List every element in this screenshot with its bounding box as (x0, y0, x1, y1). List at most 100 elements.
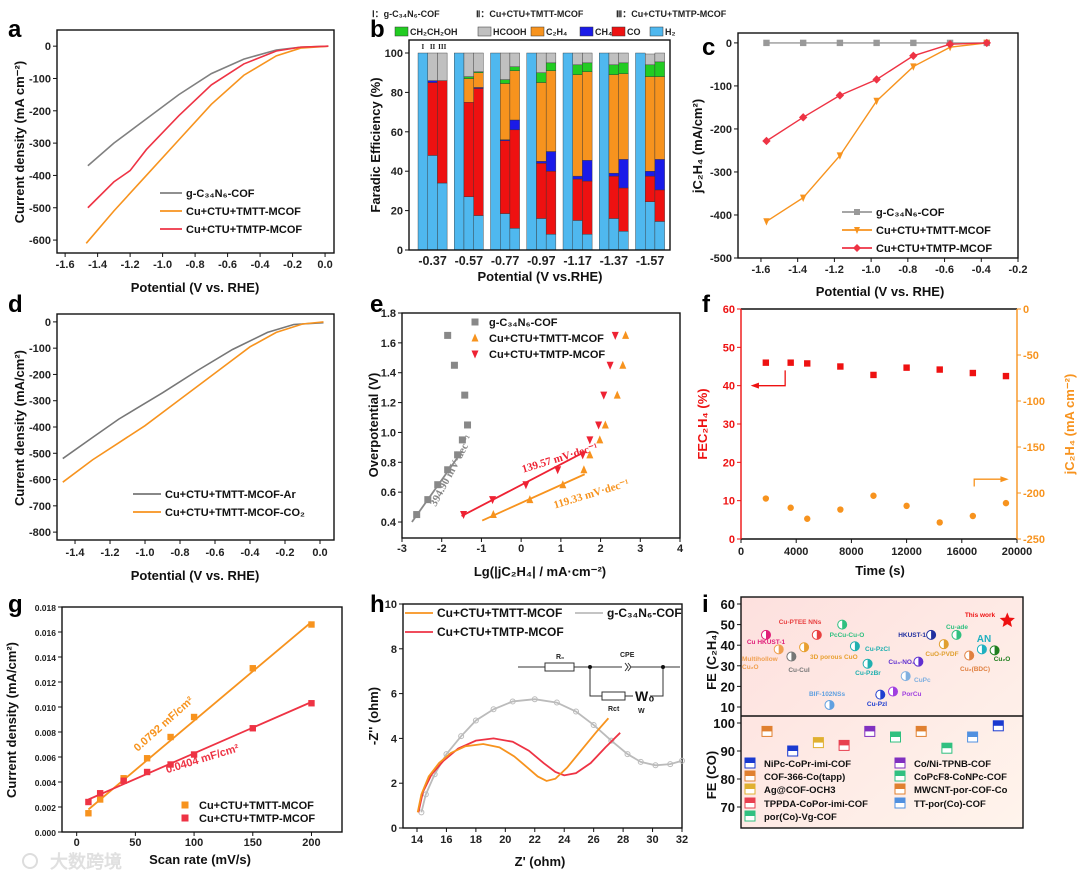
data-point-half (778, 644, 784, 654)
point-label: Cu-PzCl (865, 646, 890, 653)
legend-label: Ag@COF-OCH3 (764, 785, 836, 796)
point-label: Cu₃-NO₃ (888, 659, 915, 666)
y-tick-label: 40 (723, 381, 735, 393)
y-tick-label: -200 (29, 369, 51, 381)
bar-segment (509, 129, 520, 229)
bar-segment (572, 220, 583, 251)
y-tick-label: -200 (1023, 488, 1045, 500)
data-point (982, 38, 991, 48)
bar-segment (545, 151, 557, 172)
y-axis-title: Current density (mA/cm²) (12, 350, 27, 506)
x-tick-label: 0.0 (317, 259, 332, 271)
bar-segment (608, 175, 619, 219)
legend-label: Cu+CTU+TMTP-MCOF (199, 813, 315, 825)
group-legend-label: Ⅲ：Cu+CTU+TMTP-MCOF (616, 9, 727, 19)
bar-segment (582, 62, 593, 72)
legend-label: Cu+CTU+TMTP-MCOF (489, 349, 605, 361)
x-tick-label: -2 (437, 543, 447, 555)
bar-segment (500, 79, 511, 84)
x-tick-label: -0.2 (1009, 264, 1028, 276)
y-tick-label: -300 (29, 396, 51, 408)
bar-segment (473, 72, 484, 88)
legend-marker-fill (864, 726, 875, 732)
y-tick-label: 80 (721, 772, 735, 787)
legend-marker-fill (745, 771, 755, 776)
left-axis-arrow-icon (753, 370, 786, 387)
x-tick-label: -1.4 (788, 264, 808, 276)
x-tick-label: 8000 (839, 546, 863, 558)
bar-segment (545, 62, 557, 71)
x-tick-label: 16 (440, 834, 452, 846)
y-tick-label: 0.012 (35, 678, 57, 688)
bar-segment (536, 52, 547, 73)
data-point (167, 761, 174, 768)
bar-segment (427, 82, 438, 156)
bar-segment (536, 161, 547, 164)
bar-segment (463, 196, 474, 251)
legend-label: CH₄ (595, 27, 612, 37)
plot-frame (737, 32, 1019, 259)
bar-segment (582, 160, 593, 182)
data-point (622, 330, 630, 339)
bar-segment (618, 52, 629, 64)
bar-segment (509, 119, 520, 131)
panel-label: d (8, 291, 23, 318)
data-point-half (956, 630, 961, 640)
legend-label: Cu+CTU+TMTT-MCOF (199, 800, 314, 812)
legend-marker-fill (941, 743, 952, 749)
data-point (490, 706, 497, 713)
data-point (434, 481, 442, 489)
legend-label: TT-por(Co)-COF (914, 799, 986, 810)
bar-segment (618, 62, 629, 74)
data-point (190, 751, 198, 758)
bar-segment (463, 102, 474, 198)
wire (650, 667, 664, 697)
y-tick-label: -400 (29, 170, 51, 182)
data-point (190, 713, 198, 721)
legend-marker-fill (839, 740, 850, 746)
legend-marker-fill (745, 798, 755, 803)
y-tick-label: 40 (721, 638, 735, 653)
legend-label: CO (627, 27, 641, 37)
y-tick-label: 20 (391, 206, 403, 218)
point-label: Cu-PzI (867, 701, 887, 708)
legend-swatch (530, 26, 545, 37)
data-point (458, 733, 465, 740)
bar-segment (545, 234, 557, 251)
y-tick-label: -400 (29, 422, 51, 434)
bar-segment (618, 231, 629, 251)
data-point (936, 519, 943, 526)
data-point (854, 227, 860, 234)
x-tick-label: -0.4 (241, 547, 261, 559)
y-tick-label: -500 (29, 448, 51, 460)
star-icon (999, 612, 1015, 627)
bar-segment (654, 61, 665, 77)
bar-segment (500, 140, 511, 214)
x-axis-title: Potential (V vs. RHE) (131, 568, 260, 583)
bar-segment (654, 52, 665, 63)
x-tick-label: 18 (470, 834, 482, 846)
x-tick-label: -0.37 (418, 254, 447, 268)
x-tick-label: -1.57 (636, 254, 665, 268)
y-tick-label: 60 (391, 127, 403, 139)
x-tick-label: -0.2 (276, 547, 295, 559)
y-tick-label: -300 (710, 167, 732, 179)
x-tick-label: -1.6 (751, 264, 770, 276)
data-point (489, 510, 497, 519)
plot-frame (740, 596, 1024, 829)
data-point (836, 39, 844, 47)
x-tick-label: 14 (411, 834, 424, 846)
data-point (96, 790, 104, 797)
x-tick-label: -1.0 (862, 264, 881, 276)
data-point (249, 725, 256, 732)
data-point (762, 136, 771, 146)
data-point-half (943, 639, 949, 649)
panel-e: -3 -2 -1 0 1 2 3 4 0.4 0.6 0.8 1.0 1.2 1.4 1.6 1.8 394.9… (366, 308, 684, 579)
data-point (969, 369, 977, 377)
point-label: Cu HKUST-1 (747, 639, 786, 646)
point-label: CuO-PVDF (925, 651, 958, 658)
y-tick-label: 0 (45, 41, 51, 53)
arrowhead-icon (1000, 476, 1009, 483)
panel-label: e (370, 291, 383, 318)
x-tick-label: 0 (518, 543, 524, 555)
